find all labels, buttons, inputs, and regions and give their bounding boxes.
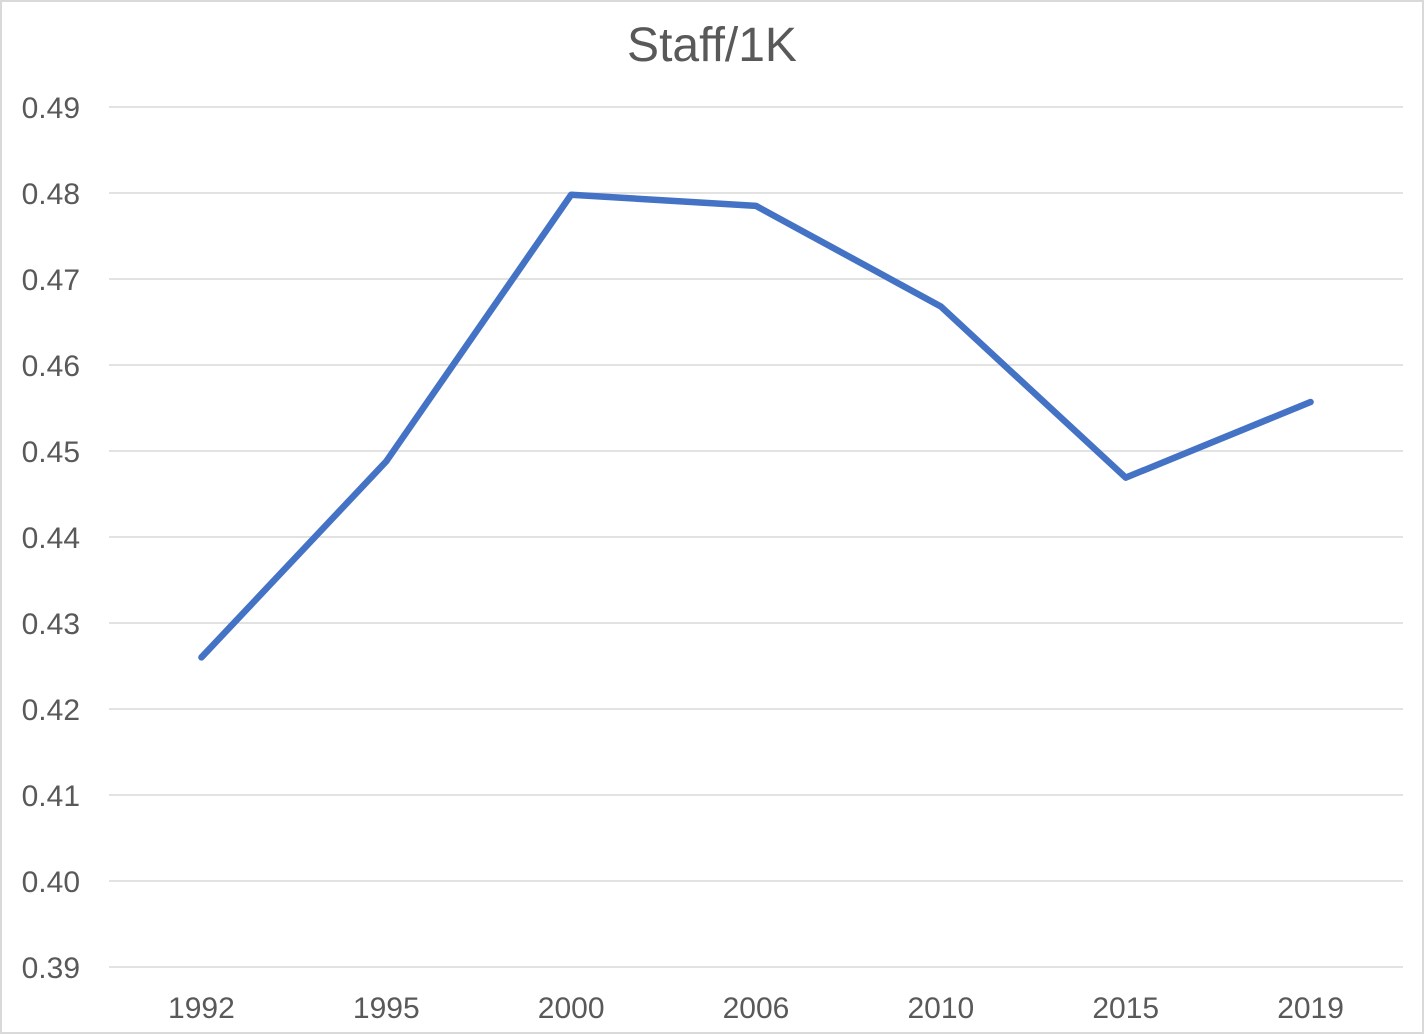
y-tick-label: 0.46: [22, 350, 80, 383]
y-tick-label: 0.47: [22, 264, 80, 297]
x-tick-label: 2015: [1092, 992, 1159, 1025]
x-tick-label: 2010: [907, 992, 974, 1025]
y-tick-label: 0.48: [22, 178, 80, 211]
y-tick-label: 0.44: [22, 522, 80, 555]
x-tick-label: 2000: [538, 992, 605, 1025]
chart-title: Staff/1K: [627, 19, 797, 72]
y-tick-label: 0.39: [22, 952, 80, 985]
x-tick-label: 2019: [1277, 992, 1344, 1025]
x-tick-label: 2006: [723, 992, 790, 1025]
y-tick-label: 0.40: [22, 866, 80, 899]
x-tick-label: 1995: [353, 992, 420, 1025]
y-tick-label: 0.49: [22, 92, 80, 125]
y-tick-label: 0.43: [22, 608, 80, 641]
y-tick-label: 0.41: [22, 780, 80, 813]
x-tick-label: 1992: [168, 992, 235, 1025]
y-tick-label: 0.45: [22, 436, 80, 469]
y-tick-label: 0.42: [22, 694, 80, 727]
data-series-line: [198, 191, 1314, 661]
